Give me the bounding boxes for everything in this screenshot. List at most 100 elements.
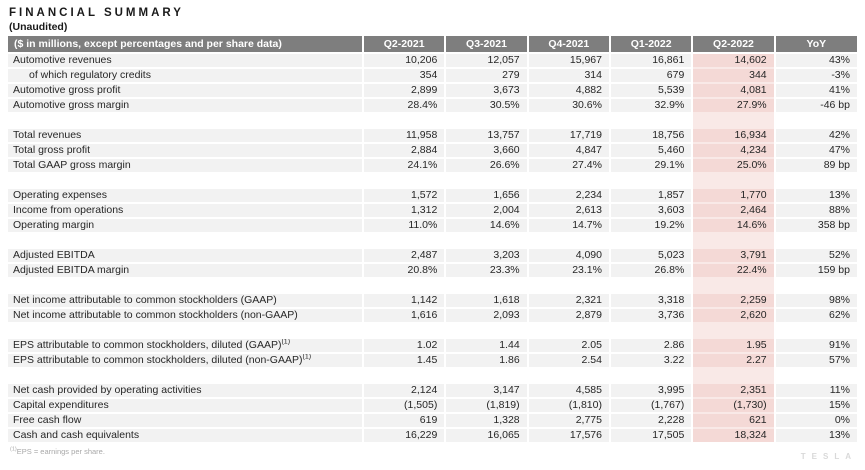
yoy-value-cell: 43% bbox=[773, 52, 857, 68]
value-cell: 26.6% bbox=[444, 157, 528, 173]
row-label-text: Income from operations bbox=[13, 204, 124, 216]
value-cell: 1,618 bbox=[444, 292, 528, 308]
value-cell: 2,093 bbox=[444, 307, 528, 323]
yoy-value-cell: 57% bbox=[773, 352, 857, 368]
value-cell: 10,206 bbox=[361, 52, 446, 68]
row-label-cell: Adjusted EBITDA bbox=[8, 247, 363, 263]
yoy-value-cell: 62% bbox=[773, 307, 857, 323]
spacer-cell bbox=[608, 277, 693, 293]
spacer-cell bbox=[691, 232, 775, 248]
row-label-text: Cash and cash equivalents bbox=[13, 429, 140, 441]
value-cell: 14,602 bbox=[691, 52, 775, 68]
value-cell: 3,318 bbox=[608, 292, 693, 308]
value-cell: 619 bbox=[361, 412, 446, 428]
value-cell: 16,934 bbox=[691, 127, 775, 143]
value-cell: 3,995 bbox=[608, 382, 693, 398]
spacer-cell bbox=[526, 232, 610, 248]
spacer-cell bbox=[773, 367, 857, 383]
value-cell: 25.0% bbox=[691, 157, 775, 173]
value-cell: 5,460 bbox=[608, 142, 693, 158]
spacer-cell bbox=[691, 367, 775, 383]
spacer-cell bbox=[608, 112, 693, 128]
page-title: FINANCIAL SUMMARY bbox=[9, 7, 184, 19]
value-cell: 1,857 bbox=[608, 187, 693, 203]
row-label-text: Net cash provided by operating activitie… bbox=[13, 384, 202, 396]
tesla-watermark: TESLA bbox=[800, 452, 857, 461]
row-label-cell: Operating margin bbox=[8, 217, 363, 233]
spacer-cell bbox=[608, 172, 693, 188]
value-cell: 23.1% bbox=[526, 262, 610, 278]
value-cell: 3,603 bbox=[608, 202, 693, 218]
table-row: Net income attributable to common stockh… bbox=[8, 307, 857, 323]
value-cell: 1.44 bbox=[444, 337, 528, 353]
value-cell: (1,730) bbox=[691, 397, 775, 413]
table-row: EPS attributable to common stockholders,… bbox=[8, 337, 857, 353]
value-cell: 28.4% bbox=[361, 97, 446, 113]
row-label-text: Net income attributable to common stockh… bbox=[13, 294, 277, 306]
spacer-cell bbox=[773, 277, 857, 293]
value-cell: 3,203 bbox=[444, 247, 528, 263]
value-cell: 13,757 bbox=[444, 127, 528, 143]
value-cell: 1.45 bbox=[361, 352, 446, 368]
yoy-value-cell: 13% bbox=[773, 427, 857, 442]
value-cell: 2,004 bbox=[444, 202, 528, 218]
value-cell: 2,487 bbox=[361, 247, 446, 263]
section-spacer-row bbox=[8, 112, 857, 128]
yoy-value-cell: 47% bbox=[773, 142, 857, 158]
table-row: of which regulatory credits 354 279 314 679 3… bbox=[8, 67, 857, 83]
row-label-text: Automotive revenues bbox=[13, 54, 112, 66]
spacer-cell bbox=[526, 322, 610, 338]
row-label-superscript: (1) bbox=[302, 353, 312, 361]
row-label-cell: Total GAAP gross margin bbox=[8, 157, 363, 173]
value-cell: 1.86 bbox=[444, 352, 528, 368]
table-row: Income from operations 1,312 2,004 2,613 3,6… bbox=[8, 202, 857, 218]
yoy-value-cell: 159 bp bbox=[773, 262, 857, 278]
yoy-value-cell: -3% bbox=[773, 67, 857, 83]
row-label-text: Automotive gross margin bbox=[13, 99, 130, 111]
value-cell: 17,505 bbox=[608, 427, 693, 442]
row-label-text: Capital expenditures bbox=[13, 399, 109, 411]
value-cell: 2,879 bbox=[526, 307, 610, 323]
row-label-cell: Income from operations bbox=[8, 202, 363, 218]
spacer-cell bbox=[526, 367, 610, 383]
table-row: Net income attributable to common stockh… bbox=[8, 292, 857, 308]
yoy-value-cell: 98% bbox=[773, 292, 857, 308]
spacer-cell bbox=[361, 232, 446, 248]
value-cell: 3,791 bbox=[691, 247, 775, 263]
spacer-cell bbox=[361, 367, 446, 383]
section-spacer-row bbox=[8, 277, 857, 293]
value-cell: 29.1% bbox=[608, 157, 693, 173]
spacer-cell bbox=[444, 232, 528, 248]
column-header-q3-2021: Q3-2021 bbox=[444, 36, 528, 53]
row-label-text: EPS attributable to common stockholders,… bbox=[13, 339, 282, 351]
row-label-text: Adjusted EBITDA margin bbox=[13, 264, 130, 276]
row-label-text: Operating expenses bbox=[13, 189, 107, 201]
table-row: Operating margin 11.0% 14.6% 14.7% 19.2% 14.6… bbox=[8, 217, 857, 233]
section-spacer-row bbox=[8, 322, 857, 338]
column-header-yoy: YoY bbox=[773, 36, 857, 53]
yoy-value-cell: 358 bp bbox=[773, 217, 857, 233]
value-cell: 15,967 bbox=[526, 52, 610, 68]
value-cell: 22.4% bbox=[691, 262, 775, 278]
spacer-cell bbox=[361, 322, 446, 338]
row-label-cell: of which regulatory credits bbox=[8, 67, 363, 83]
value-cell: 27.9% bbox=[691, 97, 775, 113]
row-label-cell: Cash and cash equivalents bbox=[8, 427, 363, 442]
row-label-text: Operating margin bbox=[13, 219, 95, 231]
column-header-q2-2022: Q2-2022 bbox=[691, 36, 775, 53]
row-label-cell: EPS attributable to common stockholders,… bbox=[8, 337, 363, 353]
spacer-cell bbox=[526, 172, 610, 188]
footnote-superscript: (1) bbox=[10, 446, 17, 453]
spacer-cell bbox=[526, 112, 610, 128]
footnote: (1)EPS = earnings per share. bbox=[10, 447, 105, 456]
value-cell: 354 bbox=[361, 67, 446, 83]
value-cell: (1,810) bbox=[526, 397, 610, 413]
value-cell: 621 bbox=[691, 412, 775, 428]
spacer-cell bbox=[773, 112, 857, 128]
value-cell: (1,767) bbox=[608, 397, 693, 413]
spacer-cell bbox=[8, 367, 363, 383]
table-row: Automotive gross profit 2,899 3,673 4,882 5,… bbox=[8, 82, 857, 98]
table-header-row: ($ in millions, except percentages and p… bbox=[8, 36, 857, 53]
table-row: Automotive gross margin 28.4% 30.5% 30.6% 32… bbox=[8, 97, 857, 113]
spacer-cell bbox=[444, 277, 528, 293]
